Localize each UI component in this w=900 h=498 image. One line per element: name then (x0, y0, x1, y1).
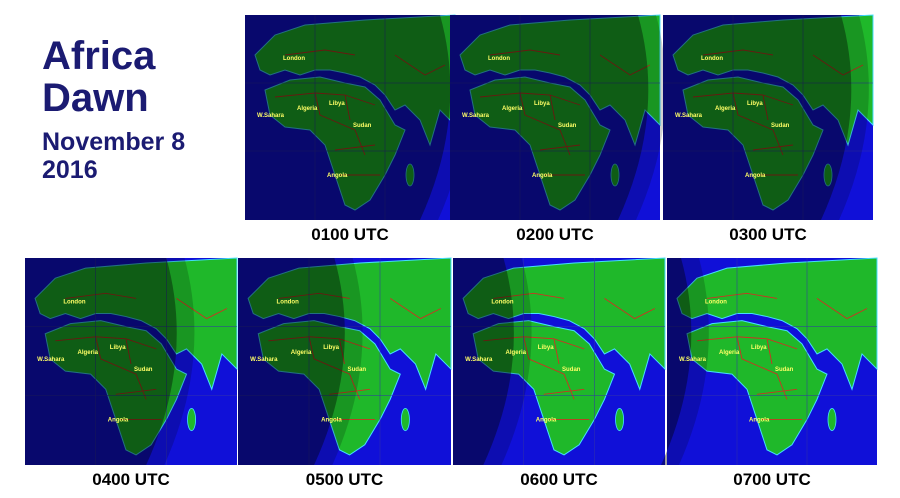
panel-caption: 0200 UTC (516, 225, 593, 244)
place-label: London (701, 56, 723, 62)
place-label: Angola (327, 173, 348, 179)
map-panel: London Algeria Libya Sudan Angola W.Sahara (244, 14, 468, 221)
night (245, 15, 451, 220)
twilight (25, 258, 195, 465)
place-label: W.Sahara (679, 357, 707, 363)
place-label: London (705, 299, 727, 305)
place-label: Sudan (775, 367, 794, 373)
place-label: Libya (538, 345, 554, 351)
place-label: Sudan (558, 123, 577, 129)
place-label: Libya (110, 345, 126, 351)
place-label: Sudan (562, 367, 581, 373)
panel-caption: 0400 UTC (92, 470, 169, 489)
place-label: Libya (751, 345, 767, 351)
place-label: W.Sahara (257, 113, 285, 119)
twilight (663, 15, 869, 220)
date: November 8 (42, 128, 186, 156)
place-label: Algeria (505, 350, 526, 356)
panel-caption: 0600 UTC (520, 470, 597, 489)
title: Dawn (42, 76, 149, 120)
place-label: Libya (534, 101, 550, 107)
night (450, 15, 649, 220)
place-label: Algeria (297, 106, 318, 112)
year: 2016 (42, 156, 98, 184)
twilight (238, 258, 363, 465)
place-label: Angola (745, 173, 766, 179)
place-label: London (63, 299, 85, 305)
place-label: Libya (747, 101, 763, 107)
place-label: London (277, 299, 300, 305)
night (453, 258, 514, 465)
place-label: Algeria (502, 106, 523, 112)
panel-caption: 0700 UTC (733, 470, 810, 489)
place-label: Angola (108, 418, 129, 424)
map-panel: London Algeria Libya Sudan Angola W.Sahara (237, 257, 452, 466)
panel-caption: 0300 UTC (729, 225, 806, 244)
place-label: Sudan (134, 367, 153, 373)
twilight (453, 258, 532, 465)
place-label: Angola (749, 418, 770, 424)
night (238, 258, 345, 465)
place-label: London (283, 56, 305, 62)
map-panel: London Algeria Libya Sudan Angola W.Sahara (449, 14, 666, 221)
place-label: Sudan (348, 367, 367, 373)
place-label: W.Sahara (465, 357, 493, 363)
night (25, 258, 177, 465)
night (661, 258, 692, 465)
map-panel: London Algeria Libya Sudan Angola W.Sahara (452, 257, 666, 466)
place-label: Algeria (715, 106, 736, 112)
place-label: W.Sahara (250, 357, 278, 363)
place-label: Algeria (291, 350, 312, 356)
place-label: Angola (321, 418, 342, 424)
night (663, 15, 852, 220)
panel-caption: 0500 UTC (306, 470, 383, 489)
place-label: Angola (532, 173, 553, 179)
place-label: W.Sahara (462, 113, 490, 119)
place-label: London (491, 299, 513, 305)
place-label: Sudan (353, 123, 372, 129)
place-label: Libya (323, 345, 339, 351)
twilight (667, 258, 709, 465)
map-panel: London Algeria Libya Sudan Angola W.Sahara (24, 257, 238, 466)
map-panel: London Algeria Libya Sudan Angola W.Sahara (662, 14, 874, 221)
panel-caption: 0100 UTC (311, 225, 388, 244)
twilight (245, 15, 468, 220)
map-panel: London Algeria Libya Sudan Angola W.Sahara (661, 257, 878, 466)
place-label: Algeria (719, 350, 740, 356)
place-label: Angola (536, 418, 557, 424)
title: Africa (42, 34, 156, 78)
twilight (450, 15, 666, 220)
place-label: Libya (329, 101, 345, 107)
place-label: London (488, 56, 510, 62)
place-label: Algeria (77, 350, 98, 356)
place-label: W.Sahara (675, 113, 703, 119)
place-label: W.Sahara (37, 357, 65, 363)
place-label: Sudan (771, 123, 790, 129)
